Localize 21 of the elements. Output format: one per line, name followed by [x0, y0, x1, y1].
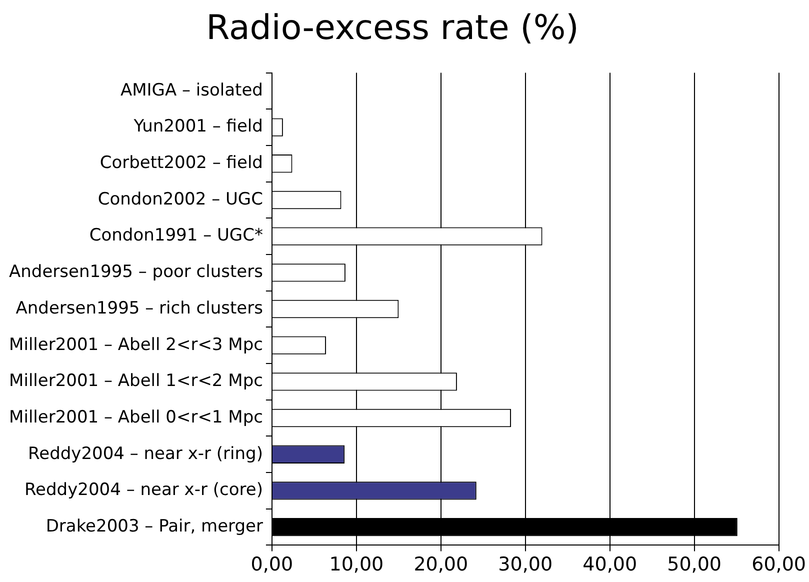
x-tick-label: 10,00	[329, 554, 384, 576]
y-tick-label: Corbett2002 – field	[100, 153, 263, 174]
y-tick-label: Miller2001 – Abell 1<r<2 Mpc	[9, 371, 263, 392]
x-tick-label: 50,00	[667, 554, 722, 576]
y-tick-label: Reddy2004 – near x-r (ring)	[28, 444, 263, 464]
x-tick-label: 0,00	[250, 554, 294, 576]
y-tick-label: Drake2003 – Pair, merger	[46, 516, 263, 536]
y-tick-label: Miller2001 – Abell 0<r<1 Mpc	[9, 407, 263, 428]
y-tick-label: Miller2001 – Abell 2<r<3 Mpc	[9, 334, 263, 355]
y-tick-label: AMIGA – isolated	[120, 80, 263, 100]
y-tick-label: Andersen1995 – rich clusters	[16, 298, 264, 318]
x-tick-label: 40,00	[582, 554, 638, 576]
x-tick-label: 20,00	[414, 554, 468, 576]
y-tick-label: Andersen1995 – poor clusters	[8, 262, 264, 282]
y-tick-label: Condon1991 – UGC*	[89, 226, 263, 246]
x-tick-label: 30,00	[498, 554, 553, 576]
y-tick-label: Reddy2004 – near x-r (core)	[24, 480, 263, 500]
chart-title: Radio-excess rate (%)	[206, 8, 579, 48]
x-tick-label: 60,00	[752, 554, 806, 576]
y-tick-label: Yun2001 – field	[132, 116, 263, 137]
y-tick-label: Condon2002 – UGC	[98, 189, 263, 210]
